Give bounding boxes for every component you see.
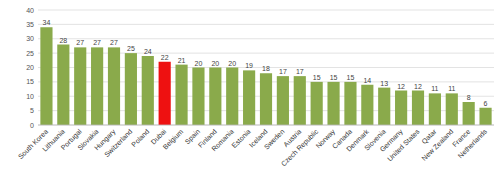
bar — [91, 47, 103, 125]
bar — [159, 62, 171, 125]
data-label: 27 — [76, 39, 84, 46]
data-label: 22 — [161, 54, 169, 61]
y-tick-label: 0 — [30, 122, 34, 129]
data-label: 8 — [467, 94, 471, 101]
x-tick-label: Czech Republic — [280, 127, 321, 168]
x-tick-label: United States — [386, 127, 421, 162]
chart: 0 5 10 15 20 25 30 35 40 34 28 27 27 27 25 24 22 21 20 20 20… — [0, 0, 500, 179]
bar — [378, 88, 390, 125]
data-label: 18 — [262, 65, 270, 72]
data-label: 20 — [195, 60, 203, 67]
data-label: 20 — [211, 60, 219, 67]
x-tick-label: Netherlands — [457, 127, 489, 159]
data-label: 11 — [431, 85, 438, 92]
y-tick-label: 25 — [26, 50, 34, 57]
data-label: 11 — [448, 85, 455, 92]
data-label: 21 — [178, 57, 186, 64]
y-tick-label: 5 — [30, 107, 34, 114]
data-label: 24 — [144, 48, 152, 55]
data-label: 15 — [330, 74, 338, 81]
bars — [40, 27, 491, 125]
data-label: 17 — [279, 68, 287, 75]
x-tick-label: Romania — [210, 128, 235, 153]
bar — [108, 47, 120, 125]
bar — [429, 93, 441, 125]
bar — [40, 27, 52, 125]
grid-line — [38, 53, 494, 54]
bar — [142, 56, 154, 125]
bar — [125, 53, 137, 125]
x-tick-label: Estonia — [230, 128, 252, 150]
bar — [294, 76, 306, 125]
bar — [277, 76, 289, 125]
y-tick-label: 10 — [26, 93, 34, 100]
data-label: 19 — [245, 62, 253, 69]
data-label: 17 — [296, 68, 304, 75]
bar — [243, 70, 255, 125]
y-tick-label: 30 — [26, 35, 34, 42]
data-label: 27 — [110, 39, 118, 46]
x-tick-label: Sweden — [263, 128, 286, 151]
data-label: 14 — [363, 77, 371, 84]
y-tick-label: 40 — [26, 7, 34, 14]
bar — [479, 108, 491, 125]
bar — [446, 93, 458, 125]
grid-line — [38, 38, 494, 39]
bar — [327, 82, 339, 125]
x-axis-line — [38, 125, 494, 126]
data-label: 27 — [93, 39, 101, 46]
grid-line — [38, 24, 494, 25]
data-label: 28 — [59, 37, 67, 44]
bar — [395, 91, 407, 126]
x-tick-label: Poland — [130, 128, 150, 148]
x-tick-label: New Zealand — [420, 128, 454, 162]
bar — [412, 91, 424, 126]
bar — [74, 47, 86, 125]
grid-line — [38, 125, 494, 126]
bar — [192, 68, 204, 126]
grid — [38, 10, 494, 125]
bar — [175, 65, 187, 125]
bar — [344, 82, 356, 125]
data-label: 20 — [228, 60, 236, 67]
data-label: 15 — [347, 74, 355, 81]
data-label: 34 — [43, 19, 51, 26]
data-label: 12 — [397, 83, 405, 90]
bar — [361, 85, 373, 125]
bar — [209, 68, 221, 126]
y-tick-label: 35 — [26, 21, 34, 28]
x-tick-label: Belgium — [161, 128, 185, 152]
bar — [463, 102, 475, 125]
data-label: 13 — [380, 80, 388, 87]
grid-line — [38, 10, 494, 11]
y-tick-label: 15 — [26, 78, 34, 85]
bar — [311, 82, 323, 125]
data-label: 12 — [414, 83, 422, 90]
data-label: 15 — [313, 74, 321, 81]
data-label: 25 — [127, 45, 135, 52]
data-label: 6 — [484, 100, 488, 107]
bar — [260, 73, 272, 125]
bar — [226, 68, 238, 126]
y-tick-label: 20 — [26, 64, 34, 71]
bar — [57, 45, 69, 126]
